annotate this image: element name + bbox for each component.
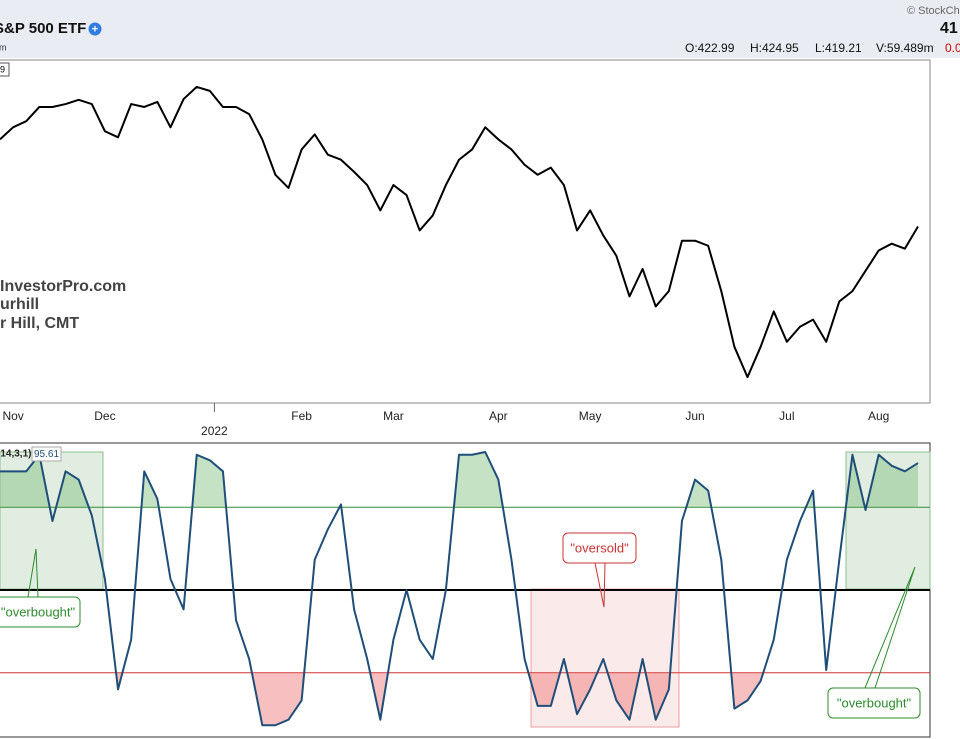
change: 0.0 <box>945 41 960 55</box>
date-box-text: 9 <box>0 64 5 74</box>
date-box <box>0 62 10 77</box>
annotation-box <box>845 451 931 590</box>
x-tick-label: Dec <box>94 409 115 423</box>
x-tick-label: Feb <box>291 409 312 423</box>
volume: V:59.489m <box>876 41 934 55</box>
x-tick-label: Apr <box>489 409 508 423</box>
watermark: InvestorPro.com <box>0 278 126 295</box>
annotation: "oversold" <box>570 540 629 555</box>
x-tick-label: Nov <box>2 409 23 423</box>
watermark: urhill <box>0 296 39 313</box>
x-tick-label: Jul <box>779 409 794 423</box>
low: L:419.21 <box>815 41 862 55</box>
value-box <box>31 446 62 462</box>
header-bar <box>0 0 960 58</box>
year-label: 2022 <box>201 424 228 438</box>
callout-box <box>0 596 81 628</box>
price-panel <box>0 59 931 404</box>
info-plus: + <box>92 23 98 35</box>
x-tick-label: Mar <box>383 409 404 423</box>
x-tick-label: Aug <box>868 409 889 423</box>
indicator-label: (14,3,1) <box>0 449 31 460</box>
x-tick-label: Jun <box>685 409 704 423</box>
callout-tail <box>27 548 39 598</box>
info-icon[interactable] <box>88 22 102 36</box>
annotation: "overbought" <box>1 604 76 619</box>
callout-tail <box>864 566 916 689</box>
last-price: 41 <box>940 20 958 37</box>
price-line <box>0 85 919 379</box>
annotation: "overbought" <box>837 695 912 710</box>
overbought-fill <box>0 452 918 508</box>
open: O:422.99 <box>685 41 735 55</box>
callout-box <box>562 532 637 564</box>
last-value: 95.61 <box>34 449 59 460</box>
callout-tail <box>594 562 606 608</box>
watermark: r Hill, CMT <box>0 315 79 332</box>
stochastic-line <box>0 451 919 727</box>
high: H:424.95 <box>750 41 799 55</box>
callout-box <box>827 687 921 719</box>
copyright: © StockCh <box>907 5 960 17</box>
subtitle: am <box>0 42 7 52</box>
x-tick-label: May <box>579 409 602 423</box>
chart-title: S&P 500 ETF <box>0 20 86 37</box>
